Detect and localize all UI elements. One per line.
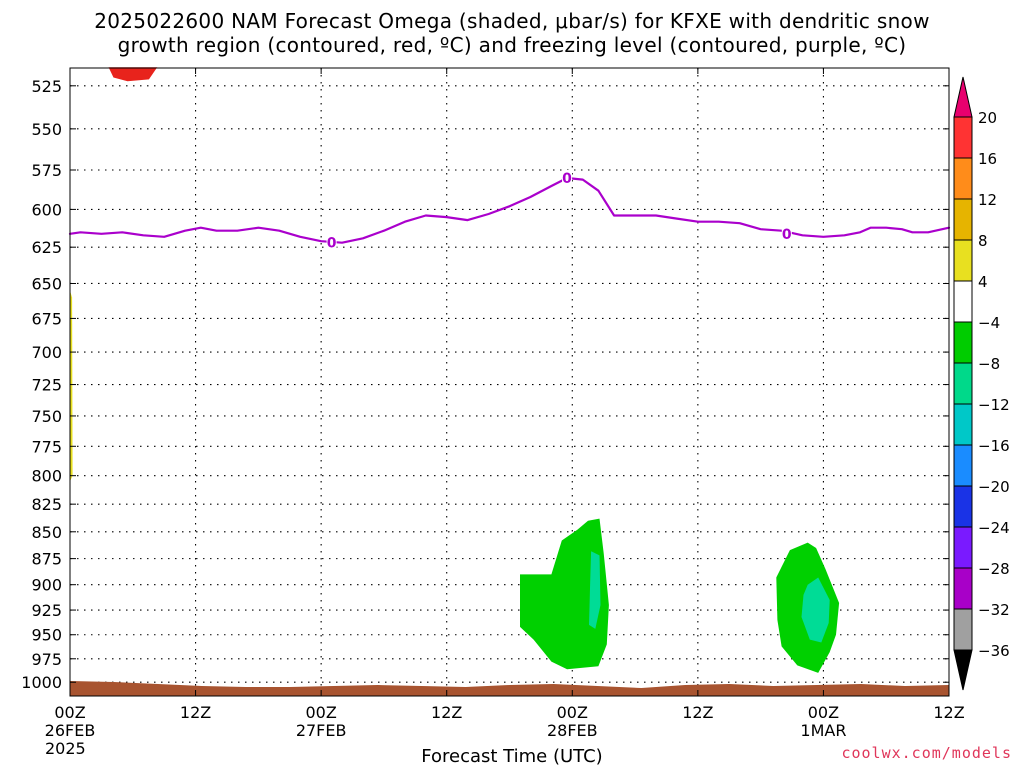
colorbar-label: 4 bbox=[978, 273, 988, 291]
y-tick-label: 850 bbox=[31, 523, 62, 542]
colorbar-label: −36 bbox=[978, 642, 1010, 660]
omega-region bbox=[801, 577, 830, 643]
axis-ticks bbox=[69, 68, 950, 696]
x-tick-label: 26FEB bbox=[45, 721, 96, 740]
y-tick-label: 800 bbox=[31, 467, 62, 486]
colorbar-label: 12 bbox=[978, 191, 997, 209]
colorbar-label: 20 bbox=[978, 109, 997, 127]
colorbar-label: −8 bbox=[978, 355, 1000, 373]
y-tick-label: 675 bbox=[31, 309, 62, 328]
freezing-level-contour bbox=[68, 176, 951, 244]
freezing-level-label: 0 bbox=[562, 171, 572, 187]
y-tick-label: 650 bbox=[31, 274, 62, 293]
y-tick-label: 700 bbox=[31, 343, 62, 362]
x-tick-label: 28FEB bbox=[547, 721, 598, 740]
colorbar-label: −24 bbox=[978, 519, 1010, 537]
colorbar-top-arrow bbox=[953, 76, 973, 118]
colorbar-label: 16 bbox=[978, 150, 997, 168]
chart-title-line-2: growth region (contoured, red, ºC) and f… bbox=[117, 33, 907, 57]
colorbar-label: −28 bbox=[978, 560, 1010, 578]
y-tick-label: 525 bbox=[31, 77, 62, 96]
y-tick-label: 975 bbox=[31, 650, 62, 669]
colorbar-swatch bbox=[953, 526, 973, 569]
colorbar-label: −12 bbox=[978, 396, 1010, 414]
colorbar-swatch bbox=[953, 321, 973, 364]
x-tick-label: 12Z bbox=[431, 703, 462, 722]
y-tick-label: 725 bbox=[31, 376, 62, 395]
y-tick-label: 925 bbox=[31, 601, 62, 620]
colorbar-swatch bbox=[953, 116, 973, 159]
contour-label-bg bbox=[562, 170, 573, 185]
colorbar-label: −4 bbox=[978, 314, 1000, 332]
colorbar-swatch bbox=[953, 444, 973, 487]
x-tick-label: 2025 bbox=[45, 739, 86, 758]
colorbar-swatch bbox=[953, 403, 973, 446]
y-tick-label: 825 bbox=[31, 495, 62, 514]
x-tick-label: 27FEB bbox=[296, 721, 347, 740]
colorbar-label: −16 bbox=[978, 437, 1010, 455]
contour-label-bg bbox=[326, 234, 337, 249]
x-tick-label: 00Z bbox=[54, 703, 85, 722]
colorbar-swatch bbox=[953, 157, 973, 200]
colorbar: 20 16 12 8 4 −4 −8 −12 −16 −20 −24 −28 −32 −36 bbox=[953, 76, 1010, 691]
x-tick-label: 00Z bbox=[305, 703, 336, 722]
colorbar-swatch bbox=[953, 608, 973, 651]
colorbar-label: −32 bbox=[978, 601, 1010, 619]
terrain-band bbox=[70, 681, 949, 696]
freezing-level-label: 0 bbox=[327, 236, 337, 252]
y-tick-label: 875 bbox=[31, 550, 62, 569]
x-tick-label: 00Z bbox=[808, 703, 839, 722]
x-tick-label: 12Z bbox=[180, 703, 211, 722]
y-tick-label: 750 bbox=[31, 407, 62, 426]
freezing-level-label: 0 bbox=[782, 227, 792, 243]
x-tick-label: 1MAR bbox=[800, 721, 846, 740]
colorbar-swatch bbox=[953, 485, 973, 528]
contours: 0 0 0 bbox=[68, 67, 951, 252]
y-tick-label: 900 bbox=[31, 576, 62, 595]
colorbar-label: −20 bbox=[978, 478, 1010, 496]
colorbar-bottom-arrow bbox=[953, 649, 973, 691]
contour-label-bg bbox=[781, 225, 792, 240]
y-axis-labels: 525 550 575 600 625 650 675 700 725 750 775 800 825 8… bbox=[21, 77, 62, 692]
terrain-fill bbox=[70, 681, 949, 696]
omega-region bbox=[589, 551, 601, 629]
y-tick-label: 1000 bbox=[21, 673, 62, 692]
x-tick-label: 12Z bbox=[682, 703, 713, 722]
colorbar-swatch bbox=[953, 280, 973, 323]
credit-link[interactable]: coolwx.com/models bbox=[841, 744, 1012, 762]
x-tick-label: 00Z bbox=[557, 703, 588, 722]
y-tick-label: 575 bbox=[31, 161, 62, 180]
chart-title-line-1: 2025022600 NAM Forecast Omega (shaded, μ… bbox=[94, 9, 930, 33]
colorbar-swatch bbox=[953, 362, 973, 405]
x-axis-title: Forecast Time (UTC) bbox=[421, 746, 603, 767]
y-tick-label: 550 bbox=[31, 120, 62, 139]
y-tick-label: 775 bbox=[31, 437, 62, 456]
y-tick-label: 600 bbox=[31, 200, 62, 219]
colorbar-swatch bbox=[953, 198, 973, 241]
colorbar-label: 8 bbox=[978, 232, 988, 250]
plot-frame bbox=[69, 67, 950, 697]
omega-regions bbox=[70, 290, 840, 673]
colorbar-swatch bbox=[953, 567, 973, 610]
y-tick-label: 625 bbox=[31, 238, 62, 257]
omega-region bbox=[520, 518, 609, 670]
y-tick-label: 950 bbox=[31, 626, 62, 645]
x-tick-label: 12Z bbox=[933, 703, 964, 722]
colorbar-swatch bbox=[953, 239, 973, 282]
omega-region bbox=[70, 290, 73, 482]
